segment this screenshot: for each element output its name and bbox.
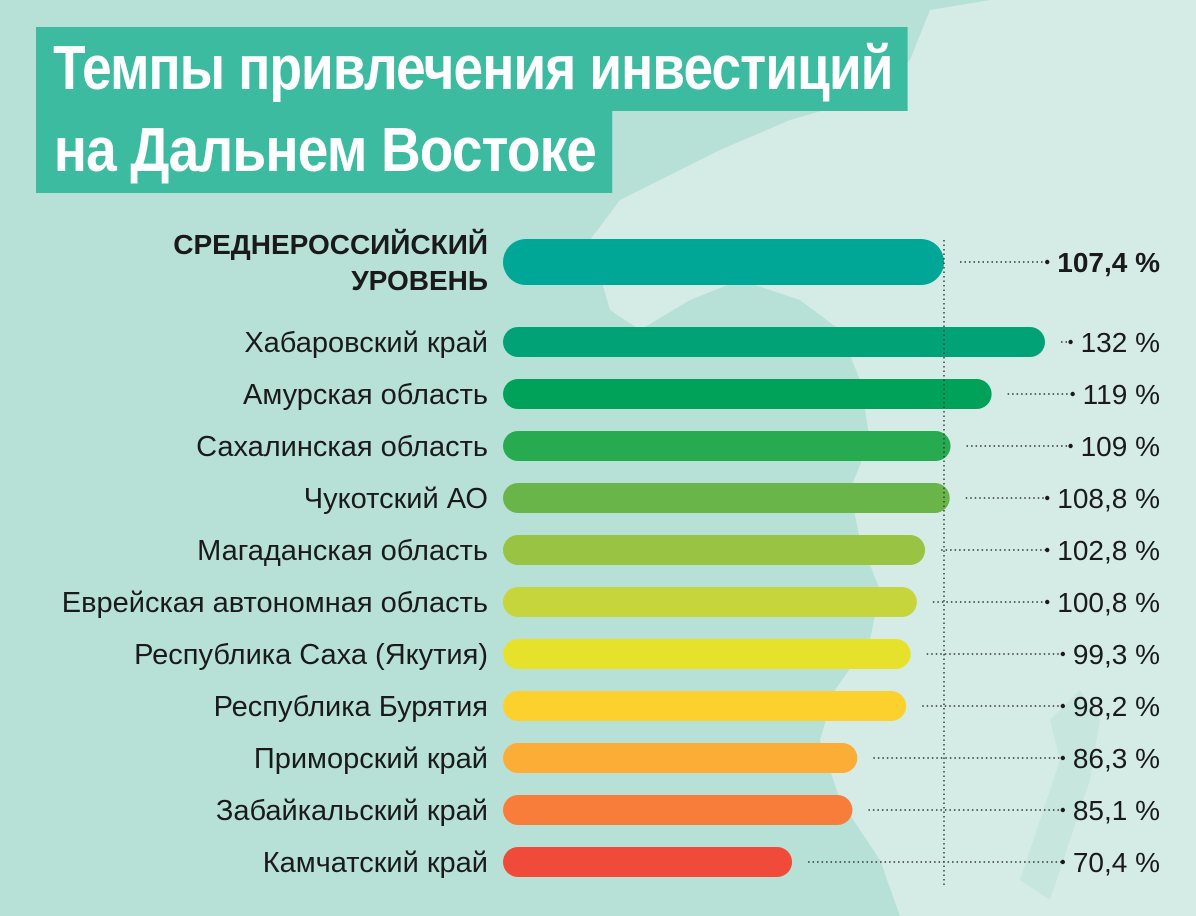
category-label: Хабаровский край (244, 327, 488, 359)
leader-dot (1060, 703, 1066, 709)
bar-row: Хабаровский край 132 % (244, 327, 1160, 359)
bar (503, 639, 911, 669)
leader-dot (1045, 547, 1050, 553)
bar-row: СРЕДНЕРОССИЙСКИЙ УРОВЕНЬ 107,4 % (173, 228, 1160, 296)
bar-row: Республика Бурятия 98,2 % (214, 691, 1160, 723)
bar (503, 535, 926, 565)
bar-row: Амурская область 119 % (243, 379, 1160, 411)
bar (503, 327, 1045, 357)
leader-dot (1070, 391, 1075, 397)
bar-row: Республика Саха (Якутия) 99,3 % (134, 639, 1160, 671)
bar (503, 795, 853, 825)
bar (503, 691, 907, 721)
leader-dot (1045, 259, 1050, 265)
category-label: Амурская область (243, 379, 488, 411)
value-label: 86,3 % (1073, 743, 1160, 774)
bar-row: Чукотский АО 108,8 % (304, 483, 1160, 515)
value-label: 132 % (1081, 327, 1160, 358)
category-label: Республика Бурятия (214, 691, 488, 723)
leader-dot (1060, 859, 1066, 865)
value-label: 70,4 % (1073, 847, 1160, 878)
category-label: Еврейская автономная область (62, 587, 488, 619)
category-label: Республика Саха (Якутия) (134, 639, 488, 671)
leader-dot (1045, 599, 1050, 605)
bar (503, 587, 917, 617)
category-label: Чукотский АО (304, 483, 488, 515)
value-label: 108,8 % (1057, 483, 1160, 514)
value-label: 98,2 % (1073, 691, 1160, 722)
bar (503, 379, 992, 409)
leader-dot (1060, 651, 1066, 657)
bar-row: Магаданская область 102,8 % (197, 535, 1160, 567)
bar-row: Сахалинская область 109 % (196, 431, 1160, 463)
value-label: 85,1 % (1073, 795, 1160, 826)
bar-row: Еврейская автономная область 100,8 % (62, 587, 1160, 619)
bar (503, 743, 858, 773)
category-label: Магаданская область (197, 535, 488, 567)
category-label: Приморский край (254, 743, 488, 775)
leader-dot (1060, 807, 1066, 813)
bar-row: Приморский край 86,3 % (254, 743, 1160, 775)
leader-dot (1068, 443, 1073, 449)
category-label: СРЕДНЕРОССИЙСКИЙ УРОВЕНЬ (173, 228, 488, 296)
bar (503, 847, 793, 877)
leader-dot (1045, 495, 1050, 501)
category-label: Камчатский край (263, 847, 488, 879)
bar-row: Камчатский край 70,4 % (263, 847, 1160, 879)
value-label: 119 % (1083, 379, 1160, 410)
bar-row: Забайкальский край 85,1 % (216, 795, 1160, 827)
category-label: Сахалинская область (196, 431, 488, 463)
bar (503, 239, 944, 285)
value-label: 99,3 % (1073, 639, 1160, 670)
bar (503, 483, 950, 513)
leader-dot (1060, 755, 1066, 761)
title-line-1: Темпы привлечения инвестиций (36, 27, 908, 111)
value-label: 107,4 % (1057, 247, 1160, 278)
value-label: 102,8 % (1057, 535, 1160, 566)
value-label: 109 % (1081, 431, 1160, 462)
bar (503, 431, 951, 461)
title-line-2: на Дальнем Востоке (36, 109, 612, 193)
category-label: Забайкальский край (216, 795, 488, 827)
value-label: 100,8 % (1057, 587, 1160, 618)
leader-dot (1068, 339, 1073, 345)
